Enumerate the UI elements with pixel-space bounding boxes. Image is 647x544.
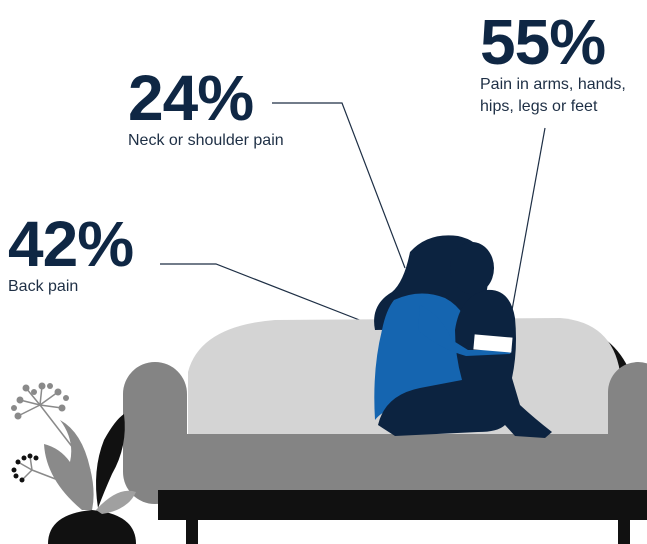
stat-limbs: 55% Pain in arms, hands, hips, legs or f… — [480, 10, 647, 117]
figure-cuff — [473, 334, 513, 353]
stat-percent: 55% — [480, 6, 606, 78]
figure-pants — [378, 289, 552, 438]
stat-percent: 42% — [8, 208, 134, 280]
figure-head — [450, 242, 494, 294]
sofa-base — [158, 490, 647, 520]
stat-back: 42% Back pain — [8, 208, 134, 298]
sofa-leg-left — [186, 518, 198, 544]
leader-line-neck — [272, 102, 406, 269]
stat-label: Back pain — [8, 278, 79, 295]
sofa-seat — [140, 434, 647, 492]
plant-pot — [48, 510, 136, 544]
plant-leaf-grey-right — [96, 490, 136, 514]
stat-label: Pain in arms, hands, hips, legs or feet — [480, 76, 626, 115]
woman-figure — [374, 235, 552, 438]
plant-decoration — [11, 382, 136, 544]
plant-leaf-black — [96, 414, 125, 508]
plant-leaf-grey-left — [44, 420, 94, 510]
figure-arm — [418, 305, 512, 356]
leader-lines — [160, 102, 546, 329]
stat-percent: 24% — [128, 62, 254, 134]
leader-line-limbs — [511, 127, 546, 311]
plant-flower-black — [11, 453, 39, 483]
sofa-leg-right — [618, 518, 630, 544]
stat-neck-shoulder: 24% Neck or shoulder pain — [128, 66, 284, 152]
plant-flower-grey — [11, 382, 69, 420]
stat-label: Neck or shoulder pain — [128, 132, 284, 149]
leader-line-back — [160, 263, 381, 329]
